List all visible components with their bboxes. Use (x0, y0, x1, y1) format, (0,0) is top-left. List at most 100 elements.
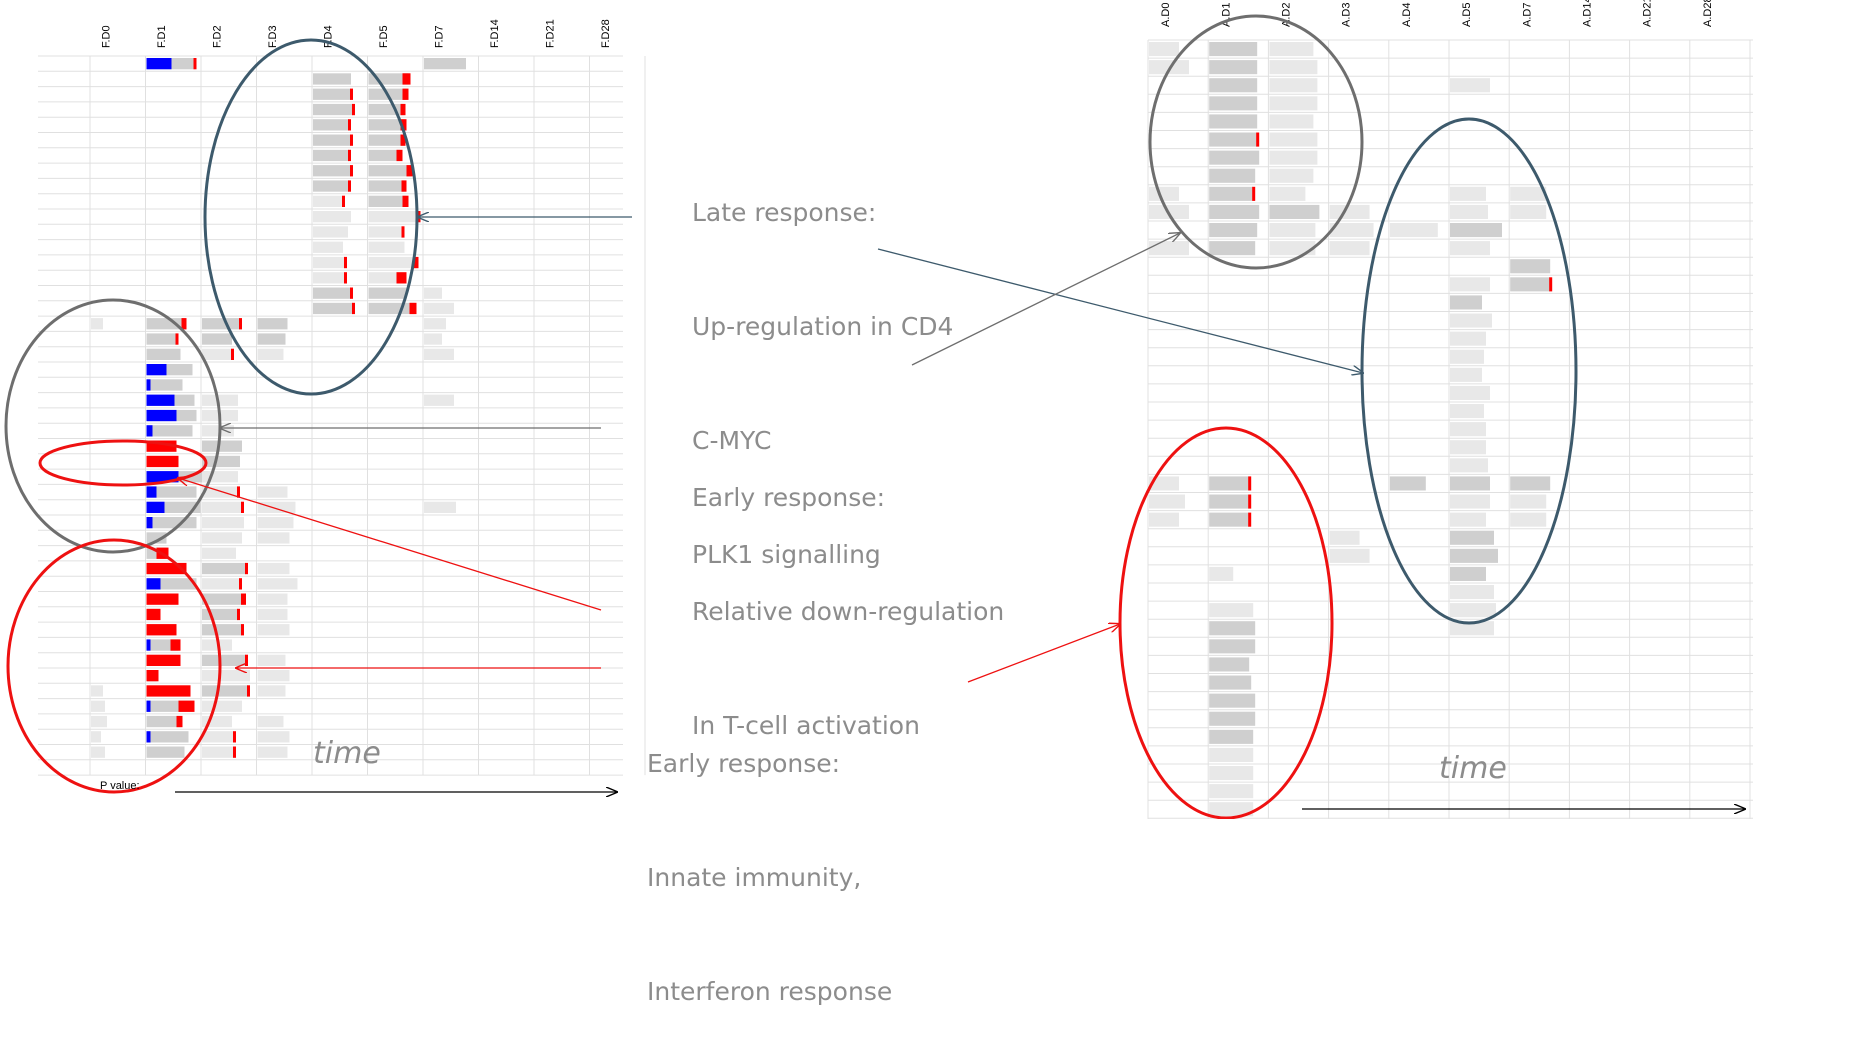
bar-gray (258, 609, 288, 620)
red-significance-mark (1549, 277, 1552, 291)
red-significance-mark (239, 578, 242, 589)
bar-gray (1269, 96, 1317, 110)
bar-gray (1330, 531, 1360, 545)
bar-gray (1450, 422, 1486, 436)
bar-gray (1450, 205, 1488, 219)
bar-gray (313, 150, 349, 161)
red-significance-mark (344, 257, 347, 268)
bar-red (147, 609, 161, 620)
bar-gray (313, 288, 351, 299)
bar-gray (1510, 495, 1546, 509)
column-header: F.D2 (211, 25, 223, 48)
bar-gray (1209, 223, 1257, 237)
bar-gray (202, 578, 240, 589)
bar-gray (202, 456, 240, 467)
bar-gray (258, 716, 284, 727)
bar-gray (153, 425, 193, 436)
bar-gray (1209, 169, 1255, 183)
bar-gray (258, 578, 298, 589)
bar-blue (147, 410, 177, 421)
bar-gray (1450, 350, 1484, 364)
bar-gray (1209, 187, 1253, 201)
bar-red (147, 655, 181, 666)
bar-gray (1269, 187, 1305, 201)
bar-gray (1450, 404, 1484, 418)
bar-gray (369, 242, 405, 253)
bar-gray (258, 532, 290, 543)
bar-gray (202, 471, 238, 482)
bar-gray (1209, 639, 1255, 653)
bar-blue (147, 364, 167, 375)
bar-gray (1269, 223, 1315, 237)
bar-blue (147, 639, 151, 650)
red-significance-mark (182, 318, 187, 329)
bar-gray (91, 747, 105, 758)
red-significance-mark (403, 73, 411, 84)
column-header: A.D28 (1702, 0, 1714, 27)
bar-gray (369, 196, 407, 207)
red-significance-mark (1248, 476, 1251, 490)
bar-gray (202, 747, 234, 758)
bar-gray (1510, 513, 1546, 527)
bar-gray (202, 349, 232, 360)
bar-gray (202, 532, 242, 543)
bar-gray (202, 318, 240, 329)
bar-gray (1510, 277, 1550, 291)
bar-gray (424, 58, 466, 69)
red-significance-mark (245, 563, 248, 574)
bar-gray (1390, 223, 1438, 237)
bar-gray (1209, 241, 1255, 255)
bar-gray (424, 502, 456, 513)
label-early-innate-line-1: Early response: (647, 745, 892, 783)
bar-gray (1450, 277, 1490, 291)
column-header: F.D14 (489, 19, 501, 48)
bar-gray (313, 119, 349, 130)
bar-gray (202, 685, 248, 696)
bar-gray (1209, 784, 1253, 798)
bar-blue (147, 731, 151, 742)
red-significance-mark (344, 272, 347, 283)
bar-gray (175, 395, 195, 406)
bar-blue (147, 486, 157, 497)
red-significance-mark (348, 150, 351, 161)
red-significance-mark (241, 502, 244, 513)
bar-gray (258, 747, 288, 758)
column-header: A.D7 (1521, 3, 1533, 27)
bar-gray (1510, 259, 1550, 273)
bar-gray (369, 288, 407, 299)
bar-gray (202, 395, 238, 406)
bar-gray (1450, 513, 1486, 527)
red-significance-mark (352, 303, 355, 314)
bar-blue (147, 425, 153, 436)
bar-gray (202, 425, 234, 436)
bar-gray (1269, 133, 1317, 147)
red-significance-mark (350, 89, 353, 100)
bar-gray (91, 701, 105, 712)
red-significance-mark (179, 701, 195, 712)
bar-gray (1149, 241, 1189, 255)
bar-gray (1209, 476, 1249, 490)
red-significance-mark (1248, 513, 1251, 527)
bar-gray (1330, 205, 1370, 219)
bar-gray (1209, 676, 1251, 690)
bar-red (147, 624, 177, 635)
column-header: A.D4 (1401, 3, 1413, 27)
bar-gray (91, 318, 103, 329)
red-significance-mark (1256, 133, 1259, 147)
bar-gray (1209, 603, 1253, 617)
bar-gray (202, 594, 244, 605)
bar-gray (369, 150, 401, 161)
bar-gray (369, 211, 419, 222)
bar-blue (147, 395, 175, 406)
bar-gray (258, 655, 286, 666)
bar-gray (1209, 42, 1257, 56)
label-early-innate-line-2: Innate immunity, (647, 859, 892, 897)
bar-gray (258, 333, 286, 344)
bar-red (147, 456, 179, 467)
bar-gray (258, 624, 290, 635)
bar-blue (147, 701, 151, 712)
innate-response-ellipse (8, 540, 220, 792)
bar-gray (151, 379, 183, 390)
bar-gray (202, 517, 244, 528)
bar-gray (424, 349, 454, 360)
